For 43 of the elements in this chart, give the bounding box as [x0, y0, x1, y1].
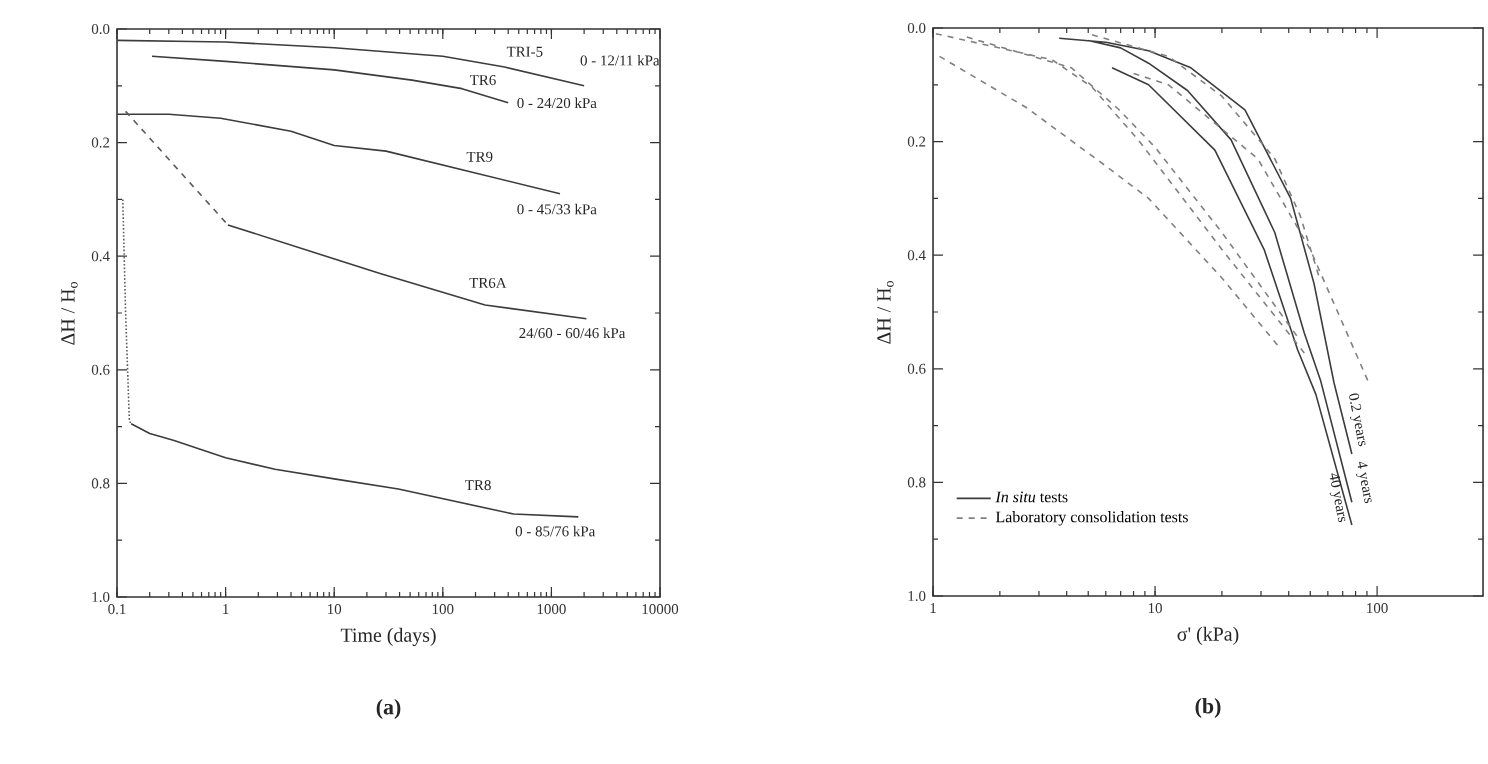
y-tick-label: 0.0: [907, 22, 926, 34]
series-label: TR6A: [469, 277, 507, 288]
annotation: 0.2 years: [1349, 393, 1366, 447]
x-tick-label: 10000: [642, 604, 679, 615]
annotation: 40 years: [1329, 473, 1346, 523]
legend-label: TRI-5: [506, 46, 543, 57]
line-series: [121, 198, 132, 425]
x-axis-title: Time (days): [340, 627, 436, 647]
x-tick-label: 1000: [537, 604, 566, 615]
x-tick-label: 100: [432, 604, 454, 615]
y-tick-label: 0.8: [907, 477, 926, 488]
series-label: TR6: [469, 75, 496, 86]
series-label: TR8: [465, 480, 491, 491]
annotation: 0 - 85/76 kPa: [515, 525, 596, 537]
x-tick-label: 0.1: [108, 604, 126, 615]
legend-label: Laboratory consolidation tests: [995, 511, 1188, 526]
y-tick-label: 0.0: [91, 23, 110, 35]
annotation: 4 years: [1356, 461, 1372, 504]
x-tick-label: 1: [930, 603, 936, 613]
x-tick-label: 100: [1367, 603, 1388, 614]
y-tick-label: 0.8: [91, 478, 110, 489]
x-tick-label: 10: [1148, 603, 1162, 614]
y-tick-label: 1.0: [92, 591, 110, 603]
annotation: 0 - 24/20 kPa: [517, 97, 597, 109]
y-tick-label: 0.4: [91, 251, 110, 262]
y-axis-title: ΔH / H$_{o}$: [61, 282, 78, 345]
x-axis-title: σ' (kPa): [1177, 626, 1239, 645]
y-axis-title: ΔH / H$_{o}$: [877, 281, 894, 344]
legend-label: In situ tests: [995, 491, 1068, 503]
x-tick-label: 1: [223, 604, 229, 614]
annotation: 0 - 45/33 kPa: [517, 203, 597, 215]
text: (b): [1195, 698, 1221, 718]
y-tick-label: 0.2: [907, 136, 926, 147]
annotation: 0 - 12/11 kPa: [580, 54, 660, 66]
series-label: TR9: [466, 151, 493, 162]
y-tick-label: 0.6: [91, 364, 110, 375]
y-tick-label: 1.0: [908, 590, 926, 602]
y-tick-label: 0.4: [907, 250, 926, 261]
x-tick-label: 10: [328, 604, 342, 615]
y-tick-label: 0.2: [91, 137, 110, 148]
y-tick-label: 0.6: [907, 363, 926, 374]
annotation: 24/60 - 60/46 kPa: [519, 327, 626, 339]
text: (a): [376, 699, 401, 719]
